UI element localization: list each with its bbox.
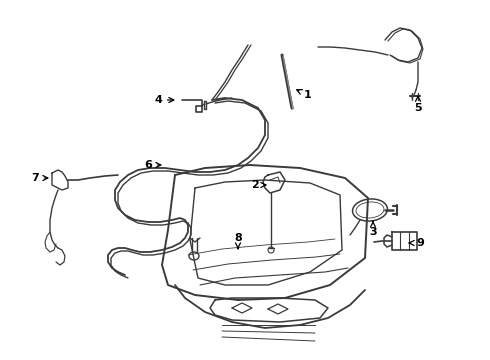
Text: 8: 8 <box>234 233 242 249</box>
Text: 9: 9 <box>409 238 424 248</box>
Text: 5: 5 <box>414 96 422 113</box>
Text: 4: 4 <box>154 95 174 105</box>
Text: 2: 2 <box>251 180 266 190</box>
Text: 1: 1 <box>297 90 312 100</box>
Text: 6: 6 <box>144 160 161 170</box>
Text: 7: 7 <box>31 173 48 183</box>
Text: 3: 3 <box>369 221 377 237</box>
